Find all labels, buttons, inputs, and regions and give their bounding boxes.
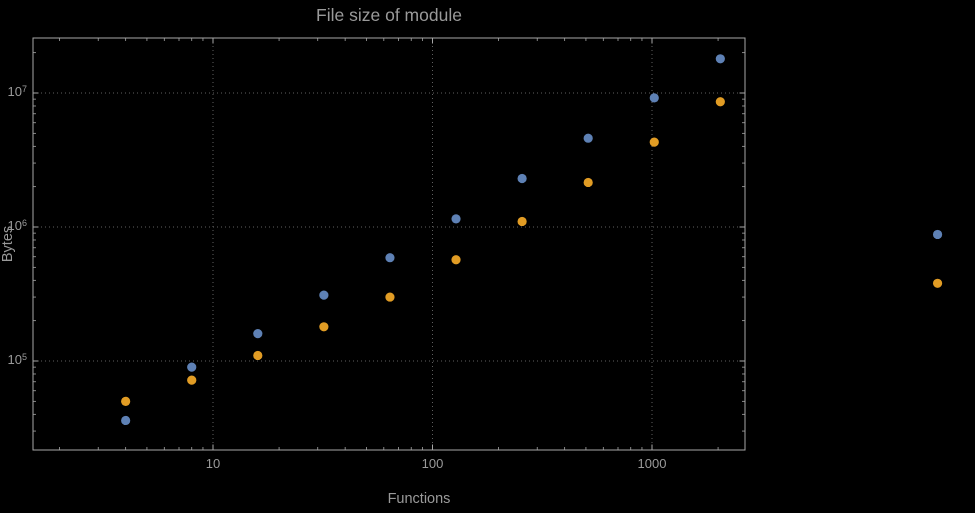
data-point <box>517 173 527 184</box>
y-tick-exponent: 6 <box>21 217 27 228</box>
x-tick-label: 100 <box>421 456 444 471</box>
data-point <box>583 177 593 188</box>
data-point <box>319 290 329 300</box>
data-point <box>121 396 131 406</box>
data-point <box>715 97 725 107</box>
data-point <box>932 278 943 288</box>
y-tick-label: 107 <box>7 83 27 99</box>
y-tick-label: 105 <box>7 351 27 367</box>
y-tick-exponent: 7 <box>21 83 27 94</box>
data-point <box>451 255 461 265</box>
data-point <box>253 350 263 361</box>
data-point <box>649 137 659 147</box>
y-tick-exponent: 5 <box>21 351 27 362</box>
chart-title: File size of module <box>316 5 462 25</box>
data-point <box>583 133 593 143</box>
data-point <box>451 214 461 224</box>
y-tick-label: 106 <box>7 217 27 233</box>
data-point <box>517 216 527 227</box>
x-tick-label: 10 <box>205 456 221 471</box>
data-point <box>649 93 659 103</box>
data-point <box>385 292 395 302</box>
data-point <box>932 229 943 240</box>
x-tick-label: 1000 <box>637 456 667 471</box>
data-point <box>187 362 197 372</box>
data-point <box>121 415 131 426</box>
plot-frame <box>32 37 746 451</box>
data-point <box>319 322 329 332</box>
data-point <box>385 253 395 263</box>
data-point <box>187 375 197 385</box>
data-point <box>715 54 725 64</box>
data-point <box>253 329 263 339</box>
x-axis-label: Functions <box>387 491 451 507</box>
